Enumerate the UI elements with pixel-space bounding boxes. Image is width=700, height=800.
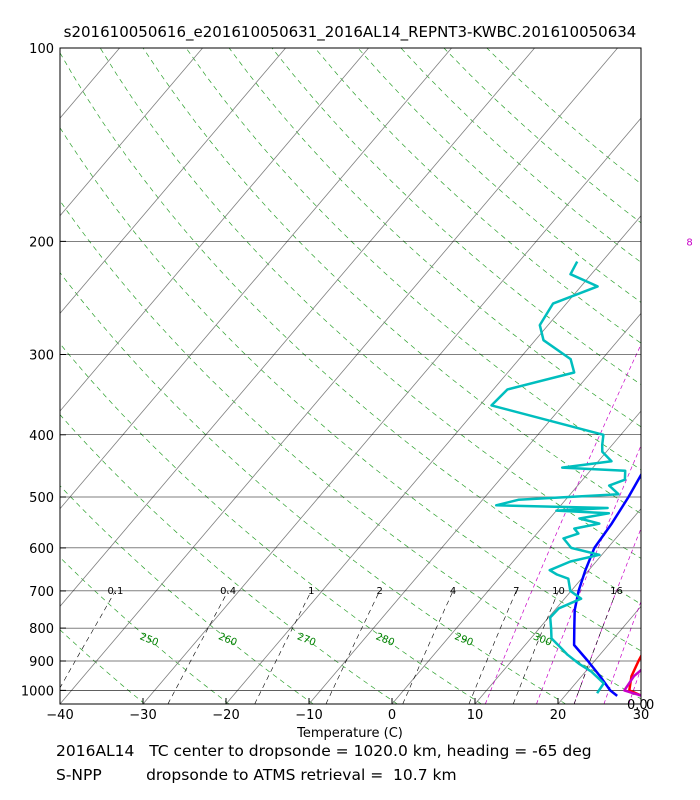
dry-adiabat: [486, 48, 641, 185]
y-tick-label: 700: [29, 585, 54, 600]
dry-adiabat: [357, 48, 641, 303]
dry-adiabat: [142, 48, 641, 515]
cape-line: [573, 590, 617, 704]
mixing-ratio-line: [650, 212, 700, 704]
profile-temperature: [628, 653, 641, 697]
mixing-ratio-labels: 8121620242832: [686, 237, 692, 248]
background-lines: [0, 48, 700, 704]
plot-frame: [59, 47, 642, 705]
dry-adiabat: [271, 48, 641, 386]
theta-label: 280: [374, 631, 396, 648]
isotherm: [391, 410, 641, 704]
cape-label: 1: [308, 586, 314, 597]
dry-adiabat: [60, 556, 230, 704]
footer-line-2: S-NPP dropsonde to ATMS retrieval = 10.7…: [56, 766, 457, 784]
cape-line: [402, 590, 454, 704]
mixing-ratio-line: [484, 343, 641, 704]
isotherm: [474, 508, 641, 704]
theta-label: 270: [295, 631, 317, 648]
dry-adiabat: [443, 48, 641, 224]
y-tick-label: 600: [29, 542, 54, 557]
cape-line: [512, 590, 559, 704]
x-tick-label: −20: [212, 708, 239, 723]
x-tick-label: −10: [295, 708, 322, 723]
y-tick-label: 900: [29, 655, 54, 670]
theta-label: 290: [453, 631, 475, 648]
mixing-ratio-line: [669, 212, 700, 704]
isotherm: [60, 48, 452, 510]
dry-adiabat: [400, 48, 641, 263]
isotherm: [60, 48, 203, 217]
dry-adiabat: [60, 200, 641, 700]
isotherm: [60, 48, 286, 315]
dry-adiabat: [60, 127, 641, 652]
dry-adiabat: [60, 414, 398, 704]
corner-label-b: 0: [646, 698, 654, 713]
isotherm: [60, 48, 535, 607]
cape-label: 0.1: [108, 586, 124, 597]
profile-dewpoint-retrieval: [490, 261, 627, 694]
y-tick-label: 800: [29, 622, 54, 637]
profile-dewpoint: [572, 472, 641, 697]
isotherm: [225, 215, 641, 704]
cape-line: [325, 590, 380, 704]
y-axis: 100 200 300 400 500 600 700 800 900 1000: [21, 42, 66, 699]
cape-label: 2: [376, 586, 382, 597]
dry-adiabat: [99, 48, 641, 559]
profiles: [490, 261, 641, 697]
y-tick-label: 200: [29, 235, 54, 250]
corner-label-a: 0.0: [627, 698, 648, 713]
mixing-ratio-line: [628, 667, 641, 704]
dry-adiabat: [60, 272, 566, 704]
x-tick-label: −30: [129, 708, 156, 723]
isotherm: [0, 48, 37, 704]
theta-label: 300: [531, 631, 553, 648]
y-tick-label: 100: [29, 42, 54, 57]
dry-adiabat: [60, 702, 61, 704]
theta-label: 260: [217, 631, 239, 648]
isobars: [60, 48, 641, 691]
theta-label: 250: [138, 631, 160, 648]
dry-adiabat: [60, 52, 641, 605]
cape-line: [254, 590, 312, 704]
x-tick-label: 0: [388, 708, 396, 723]
x-axis-label: Temperature (C): [296, 726, 403, 741]
x-axis: −40 −30 −20 −10 0 10 20 30: [46, 698, 649, 723]
theta-labels: 250 260 270 280 290 300: [138, 631, 553, 648]
cape-line: [468, 590, 517, 704]
chart-title: s201610050616_e201610050631_2016AL14_REP…: [64, 23, 637, 42]
isotherm: [308, 312, 641, 704]
cape-label: 4: [450, 586, 456, 597]
cape-label: 10: [552, 586, 565, 597]
footer-line-1: 2016AL14 TC center to dropsonde = 1020.0…: [56, 742, 592, 760]
y-tick-label: 500: [29, 491, 54, 506]
y-tick-label: 300: [29, 348, 54, 363]
mixing-ratio-line: [536, 444, 641, 704]
cape-line: [167, 590, 229, 704]
dry-adiabat: [60, 485, 314, 704]
x-tick-label: 10: [467, 708, 484, 723]
dry-adiabat: [228, 48, 641, 428]
y-tick-label: 400: [29, 429, 54, 444]
y-tick-label: 1000: [21, 684, 54, 699]
isotherm: [60, 48, 618, 704]
x-tick-label: 20: [550, 708, 567, 723]
cape-labels: 0.1 0.4 1 2 4 7 10 16: [108, 586, 623, 597]
cape-label: 16: [610, 586, 623, 597]
mixing-ratio-line: [603, 600, 641, 704]
x-tick-label: −40: [46, 708, 73, 723]
isotherm: [60, 48, 369, 412]
cape-line: [60, 590, 116, 689]
cape-label: 0.4: [220, 586, 236, 597]
isotherm: [142, 117, 641, 704]
dry-adiabat: [60, 343, 482, 704]
mixing-ratio-line: [573, 527, 641, 704]
x-tick-label: 30: [633, 708, 650, 723]
mixing-ratio-label: 8: [686, 237, 692, 248]
isotherm: [640, 703, 641, 704]
cape-label: 7: [513, 586, 519, 597]
profile-temperature-retrieval: [623, 668, 641, 697]
